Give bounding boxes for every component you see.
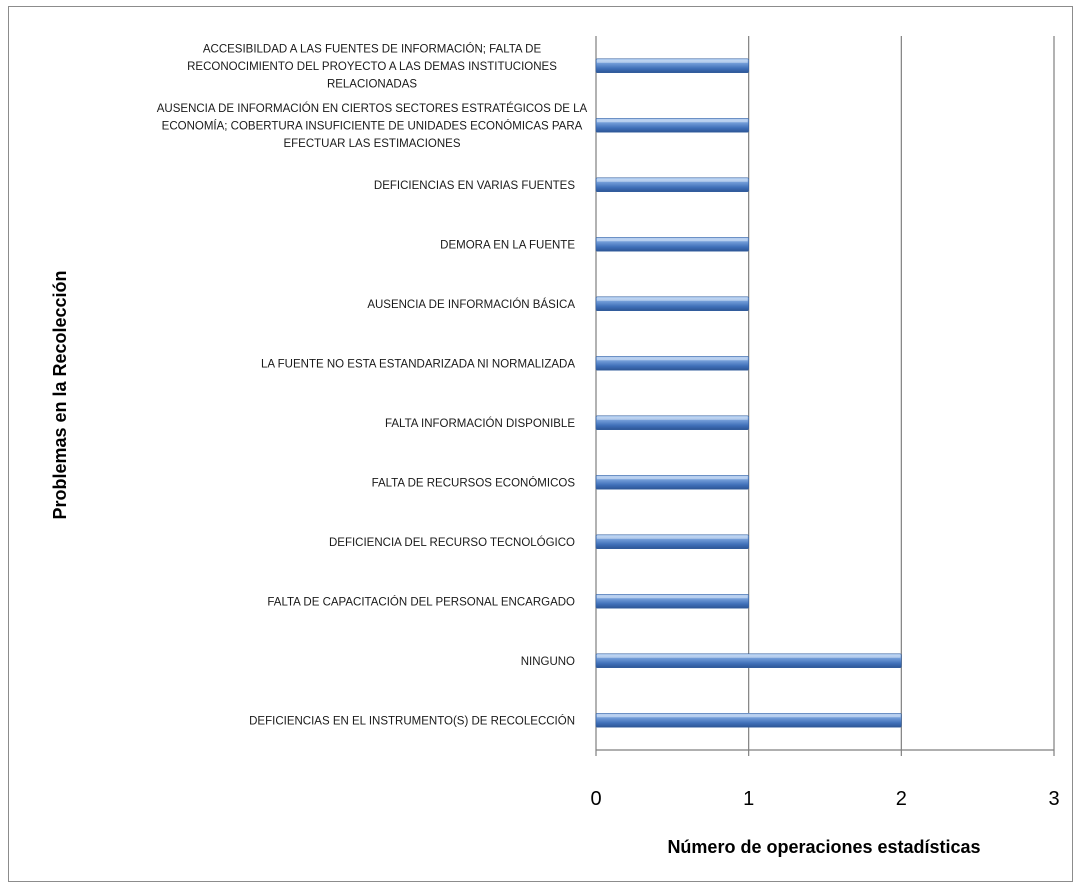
x-tick-label: 3 <box>1048 788 1059 810</box>
chart-area <box>8 6 1073 882</box>
x-axis-title: Número de operaciones estadísticas <box>667 837 980 857</box>
bar-highlight <box>597 238 748 242</box>
x-tick-label: 0 <box>590 788 601 810</box>
y-category-label: LA FUENTE NO ESTA ESTANDARIZADA NI NORMA… <box>261 358 575 370</box>
y-category-label: AUSENCIA DE INFORMACIÓN BÁSICA <box>367 298 575 311</box>
bar-highlight <box>597 476 748 480</box>
bar-highlight <box>597 535 748 539</box>
y-category-label: DEFICIENCIAS EN VARIAS FUENTES <box>374 180 575 192</box>
y-category-label: AUSENCIA DE INFORMACIÓN EN CIERTOS SECTO… <box>157 102 588 115</box>
bar-highlight <box>597 357 748 361</box>
y-category-label: FALTA DE RECURSOS ECONÓMICOS <box>372 476 576 489</box>
y-category-label: EFECTUAR LAS ESTIMACIONES <box>283 138 460 150</box>
y-category-label: ACCESIBILDAD A LAS FUENTES DE INFORMACIÓ… <box>203 42 542 55</box>
bar-highlight <box>597 178 748 182</box>
y-category-label: RECONOCIMIENTO DEL PROYECTO A LAS DEMAS … <box>187 61 557 73</box>
y-category-label: ECONOMÍA; COBERTURA INSUFICIENTE DE UNID… <box>162 119 583 132</box>
y-axis-title: Problemas en la Recolección <box>50 270 70 519</box>
y-category-label: FALTA DE CAPACITACIÓN DEL PERSONAL ENCAR… <box>267 595 575 608</box>
bar-highlight <box>597 297 748 301</box>
y-category-label: DEFICIENCIAS EN EL INSTRUMENTO(S) DE REC… <box>249 714 575 727</box>
bar-highlight <box>597 714 901 718</box>
y-category-label: FALTA INFORMACIÓN DISPONIBLE <box>385 417 575 430</box>
x-tick-label: 1 <box>743 788 754 810</box>
bar-highlight <box>597 416 748 420</box>
x-tick-label: 2 <box>896 788 907 810</box>
bar-highlight <box>597 595 748 599</box>
y-category-label: NINGUNO <box>521 656 575 668</box>
bar-highlight <box>597 654 901 658</box>
bar-highlight <box>597 59 748 63</box>
bar-highlight <box>597 119 748 123</box>
y-category-label: DEMORA EN LA FUENTE <box>440 239 575 251</box>
y-category-label: RELACIONADAS <box>327 78 417 90</box>
y-category-label: DEFICIENCIA DEL RECURSO TECNOLÓGICO <box>329 536 575 549</box>
